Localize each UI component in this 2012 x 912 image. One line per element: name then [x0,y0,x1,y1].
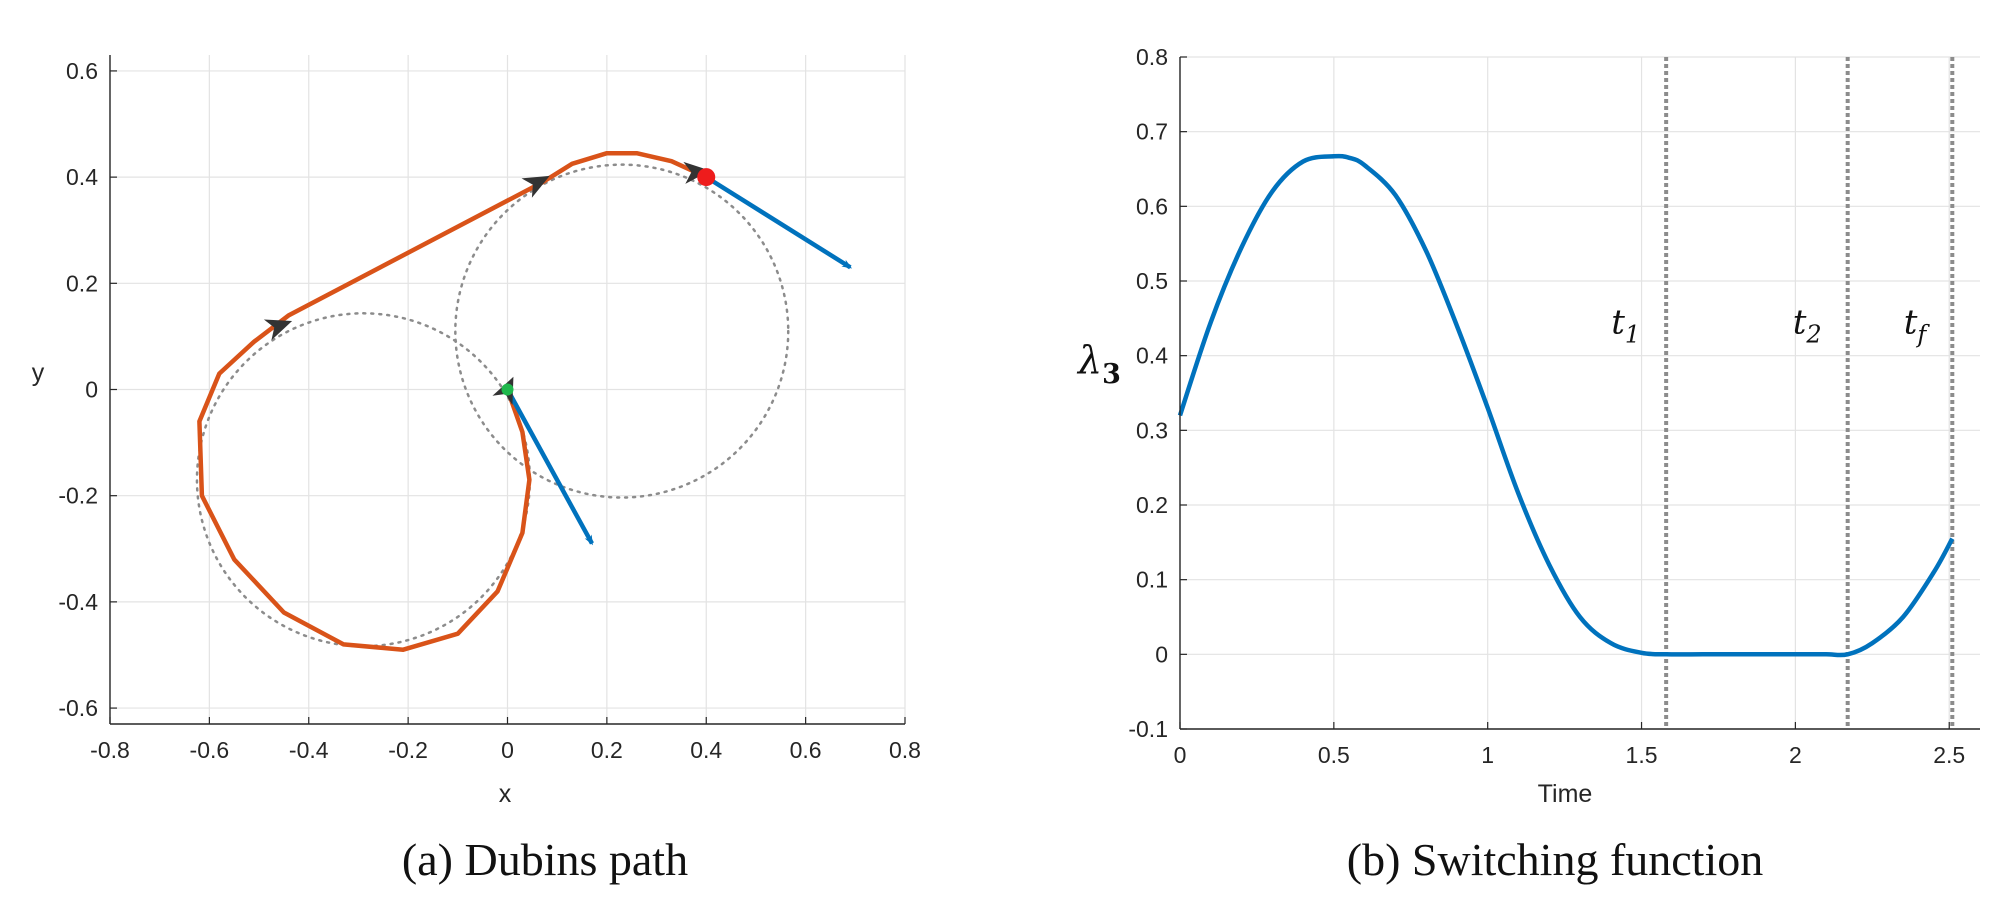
switch-time-labels: t1 t2 tf [1611,302,1930,348]
switch-time-label: t2 [1793,302,1822,348]
dubins-y-axis-label: y [32,359,45,387]
dubins-path-panel: -0.8 -0.6 -0.4 -0.2 0 0.2 0.4 0.6 0.8 -0.6 -0.4 -0.… [32,55,921,885]
y-tick-label: 0.5 [1136,268,1168,294]
endpoint-markers [501,168,716,396]
x-tick-label: 0.4 [690,737,722,763]
velocity-arrow [705,175,853,270]
lambda-subscript: 3 [1102,359,1121,390]
switching-grid [1179,56,1980,730]
x-tick-label: 0.6 [790,737,822,763]
heading-marker [683,161,711,184]
switching-tick-labels: 0 0.5 1 1.5 2 2.5-0.100.10.20.30.40.50.60.70.… [1128,44,1965,768]
switching-y-axis-label: λ3 [1076,338,1121,390]
switch-time-subscript: 1 [1625,320,1640,348]
x-tick-label: 0 [1174,742,1187,768]
switching-caption: (b) Switching function [1347,834,1764,885]
y-tick-label: 0 [85,377,98,403]
turn-circle [195,312,532,648]
switching-function-series [1177,153,1955,658]
switch-time-subscript: 2 [1805,320,1821,348]
x-tick-label: 0.5 [1318,742,1350,768]
switch-time-base: t [1611,302,1625,342]
x-tick-label: -0.2 [388,737,428,763]
heading-marker [263,319,293,341]
y-tick-label: 0.6 [66,58,98,84]
y-tick-label: -0.6 [58,695,98,721]
switch-time-lines [1664,57,1955,729]
x-tick-label: -0.8 [90,737,130,763]
heading-marker [521,175,550,198]
y-tick-label: -0.1 [1128,716,1168,742]
switching-x-axis-label: Time [1538,780,1593,808]
y-tick-label: 0.2 [1136,492,1168,518]
x-tick-label: -0.4 [289,737,329,763]
y-tick-label: 0.1 [1136,567,1168,593]
dubins-x-axis-label: x [499,780,512,808]
lambda-symbol: λ [1076,338,1102,382]
switch-time-label: tf [1904,302,1931,348]
y-tick-label: 0.7 [1136,119,1168,145]
x-tick-label: 1 [1481,742,1494,768]
turn-circle [454,163,790,499]
start-point [501,383,514,396]
x-tick-label: 1.5 [1626,742,1658,768]
y-tick-label: 0.3 [1136,417,1168,443]
x-tick-label: 2.5 [1933,742,1965,768]
x-tick-label: 0 [501,737,514,763]
heading-markers [263,161,711,406]
dubins-turn-circles [195,163,790,648]
dubins-tick-labels: -0.8 -0.6 -0.4 -0.2 0 0.2 0.4 0.6 0.8 -0.6 -0.4 -0.… [58,58,921,763]
switching-function-panel: 0 0.5 1 1.5 2 2.5-0.100.10.20.30.40.50.60.70.… [1076,44,1980,885]
x-tick-label: -0.6 [190,737,230,763]
x-tick-label: 2 [1789,742,1802,768]
y-tick-label: 0.4 [1136,343,1168,369]
y-tick-label: -0.2 [58,483,98,509]
dubins-path-curve [197,150,708,652]
x-tick-label: 0.2 [591,737,623,763]
switch-time-base: t [1904,302,1918,342]
y-tick-label: 0 [1155,641,1168,667]
y-tick-label: 0.8 [1136,44,1168,70]
x-tick-label: 0.8 [889,737,921,763]
velocity-arrow [505,388,594,546]
y-tick-label: 0.2 [66,270,98,296]
dubins-axes [109,55,906,725]
switch-time-base: t [1793,302,1807,342]
velocity-arrows [505,175,853,546]
switch-time-label: t1 [1611,302,1640,348]
path-line [197,150,708,652]
y-tick-label: -0.4 [58,589,98,615]
y-tick-label: 0.6 [1136,193,1168,219]
end-point [697,168,716,187]
switch-time-subscript: f [1915,320,1930,348]
switching-axes [1179,56,1980,730]
y-tick-label: 0.4 [66,164,98,190]
switching-function-line [1177,153,1955,658]
dubins-caption: (a) Dubins path [402,834,688,885]
